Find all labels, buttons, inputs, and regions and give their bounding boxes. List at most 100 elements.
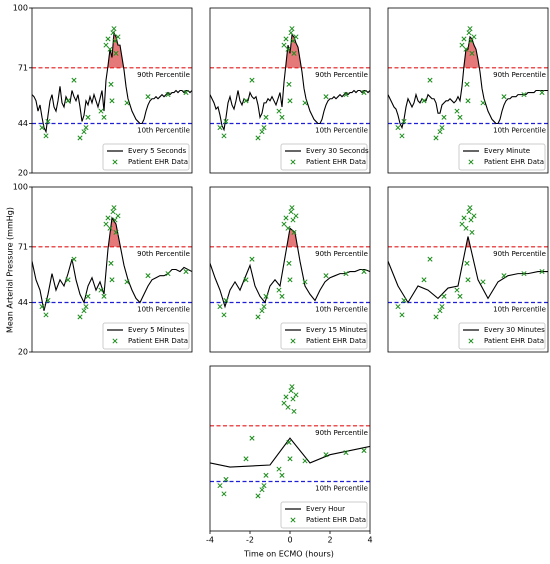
ehr-point — [343, 271, 349, 277]
ehr-point — [457, 293, 463, 299]
ehr-point — [83, 125, 89, 131]
legend-box — [102, 322, 190, 350]
ehr-point — [285, 225, 291, 231]
ehr-point — [467, 205, 473, 211]
percentile-label: 90th Percentile — [315, 429, 368, 437]
ehr-point — [427, 256, 433, 262]
ehr-point — [293, 392, 299, 398]
ehr-point — [71, 77, 77, 83]
x-tick-label: -4 — [206, 536, 214, 545]
plot-area — [32, 205, 192, 320]
ehr-point — [399, 312, 405, 318]
ehr-point — [471, 34, 477, 40]
ehr-point — [302, 279, 308, 285]
ehr-point — [465, 277, 471, 283]
ehr-point — [111, 205, 117, 211]
ehr-point — [289, 26, 295, 32]
ehr-point — [283, 215, 289, 221]
y-tick-label: 44 — [18, 298, 28, 307]
ehr-point — [288, 209, 294, 215]
ehr-point — [223, 476, 229, 482]
ehr-point — [45, 118, 51, 124]
percentile-label: 10th Percentile — [315, 485, 368, 493]
ehr-point — [466, 209, 472, 215]
ehr-point — [276, 287, 282, 293]
ehr-point — [469, 229, 475, 235]
ehr-point — [221, 133, 227, 139]
ehr-point — [285, 46, 291, 52]
y-tick-label: 71 — [18, 63, 28, 72]
ehr-point — [468, 38, 474, 44]
ehr-point — [223, 297, 229, 303]
x-tick-label: 2 — [327, 536, 332, 545]
ehr-point — [437, 129, 443, 135]
plot-area — [210, 26, 370, 141]
legend-label: Every 5 Seconds — [128, 147, 187, 155]
ehr-point — [302, 458, 308, 464]
plot-area — [32, 26, 192, 141]
ehr-point — [441, 114, 447, 120]
ehr-point — [427, 77, 433, 83]
ehr-point — [255, 135, 261, 141]
legend-marker — [112, 338, 118, 344]
ehr-point — [165, 271, 171, 277]
legend-box — [280, 322, 368, 350]
ehr-point — [433, 314, 439, 320]
ehr-point — [85, 114, 91, 120]
legend-marker — [468, 338, 474, 344]
ehr-point — [441, 293, 447, 299]
resampled-line — [388, 35, 548, 130]
ehr-point — [249, 435, 255, 441]
ehr-point — [98, 108, 104, 114]
ehr-point — [223, 118, 229, 124]
ehr-point — [421, 277, 427, 283]
ehr-point — [109, 98, 115, 104]
ehr-point — [111, 26, 117, 32]
ehr-point — [259, 129, 265, 135]
legend-marker — [290, 517, 296, 523]
axes-frame — [387, 7, 549, 174]
ehr-point — [289, 384, 295, 390]
ehr-point — [83, 304, 89, 310]
ehr-point — [276, 466, 282, 472]
legend-label: Every Minute — [484, 147, 530, 155]
ehr-point — [285, 404, 291, 410]
ehr-point — [461, 36, 467, 42]
ehr-point — [281, 42, 287, 48]
ehr-point — [287, 98, 293, 104]
ehr-point — [98, 287, 104, 293]
legend-label: Every 15 Minutes — [306, 326, 367, 334]
ehr-point — [249, 77, 255, 83]
ehr-point — [112, 38, 118, 44]
percentile-label: 90th Percentile — [137, 250, 190, 258]
ehr-point — [461, 215, 467, 221]
ehr-point — [291, 50, 297, 56]
ehr-point — [115, 34, 121, 40]
ehr-point — [287, 456, 293, 462]
resampled-line — [32, 30, 192, 134]
ehr-point — [361, 269, 367, 275]
ehr-point — [343, 450, 349, 456]
ehr-point — [263, 293, 269, 299]
legend-label: Patient EHR Data — [306, 158, 366, 166]
ehr-point — [165, 92, 171, 98]
y-axis-label: Mean Arterial Pressure (mmHg) — [6, 207, 15, 333]
ehr-point — [459, 42, 465, 48]
plot-area — [388, 26, 548, 141]
ehr-point — [521, 92, 527, 98]
ehr-point — [291, 229, 297, 235]
ehr-point — [276, 108, 282, 114]
ehr-point — [39, 125, 45, 131]
ehr-point — [466, 30, 472, 36]
ehr-point — [361, 90, 367, 96]
ehr-point — [124, 279, 130, 285]
exceedance-area — [286, 228, 298, 247]
legend-label: Every 5 Minutes — [128, 326, 185, 334]
ehr-point — [243, 456, 249, 462]
ehr-point — [480, 279, 486, 285]
axes-frame — [387, 186, 549, 353]
axes-frame — [209, 186, 371, 353]
x-tick-label: -2 — [246, 536, 254, 545]
ehr-point — [103, 221, 109, 227]
